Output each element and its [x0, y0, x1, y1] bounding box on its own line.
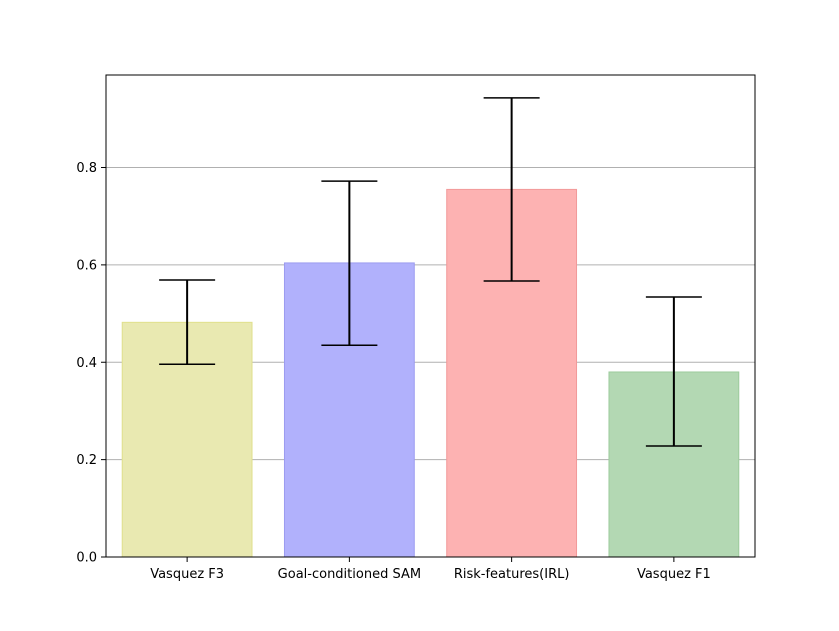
y-tick-label: 0.6: [76, 258, 97, 273]
x-tick-label: Risk-features(IRL): [454, 567, 570, 582]
x-tick-label: Vasquez F1: [637, 567, 711, 582]
plot-frame: [105, 74, 756, 558]
x-tick-label: Vasquez F3: [150, 567, 224, 582]
x-tick-label: Goal-conditioned SAM: [278, 567, 421, 582]
axis-layer: 0.0 0.2 0.4 0.6 0.8 Vasquez F3 Goal-conditione…: [76, 161, 710, 582]
y-tick-label: 0.0: [76, 551, 97, 566]
y-tick-label: 0.2: [76, 453, 97, 468]
y-tick-label: 0.4: [76, 356, 97, 371]
y-tick-label: 0.8: [76, 161, 97, 176]
error-bar-layer: [159, 97, 702, 447]
bar-layer: [121, 188, 740, 558]
